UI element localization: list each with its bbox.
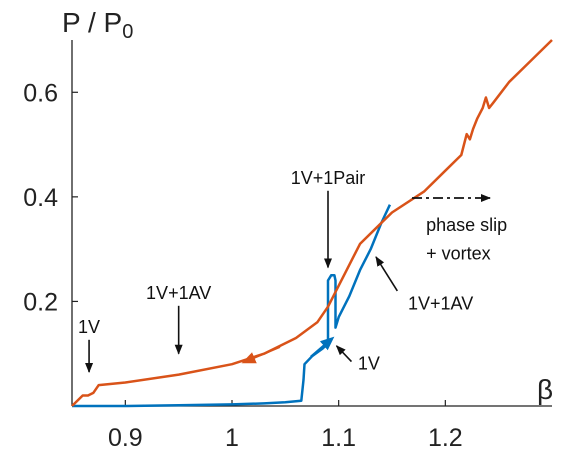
annotation-arrow bbox=[335, 345, 353, 363]
x-axis-label: β bbox=[537, 374, 553, 405]
annotation-label: 1V bbox=[78, 317, 100, 337]
annotation-label: phase slip bbox=[426, 215, 507, 235]
x-tick-label: 1 bbox=[225, 424, 239, 452]
y-tick-label: 0.4 bbox=[23, 184, 58, 212]
annotation-label: 1V bbox=[358, 353, 380, 373]
annotation-label: 1V+1AV bbox=[146, 283, 211, 303]
series-line-orange bbox=[71, 39, 553, 407]
x-tick-label: 0.9 bbox=[108, 424, 143, 452]
annotation-label: 1V+1Pair bbox=[291, 168, 366, 188]
y-axis-label: P / P0 bbox=[62, 7, 133, 43]
annotation-arrow bbox=[375, 256, 399, 292]
x-tick-label: 1.2 bbox=[428, 424, 463, 452]
annotation-label: 1V+1AV bbox=[408, 293, 473, 313]
series-line-blue bbox=[72, 204, 392, 408]
x-tick-label: 1.1 bbox=[321, 424, 356, 452]
blue-direction-arrow bbox=[310, 336, 335, 358]
orange-direction-arrow bbox=[241, 345, 281, 364]
y-tick-label: 0.2 bbox=[23, 288, 58, 316]
ticks: 0.9 1 1.1 1.2 0.2 0.4 0.6 bbox=[23, 79, 462, 452]
y-tick-label: 0.6 bbox=[23, 79, 58, 107]
annotations: 1V 1V+1AV 1V+1Pair phase slip + vortex 1V+1AV… bbox=[78, 168, 507, 374]
annotation-label: + vortex bbox=[426, 244, 491, 264]
